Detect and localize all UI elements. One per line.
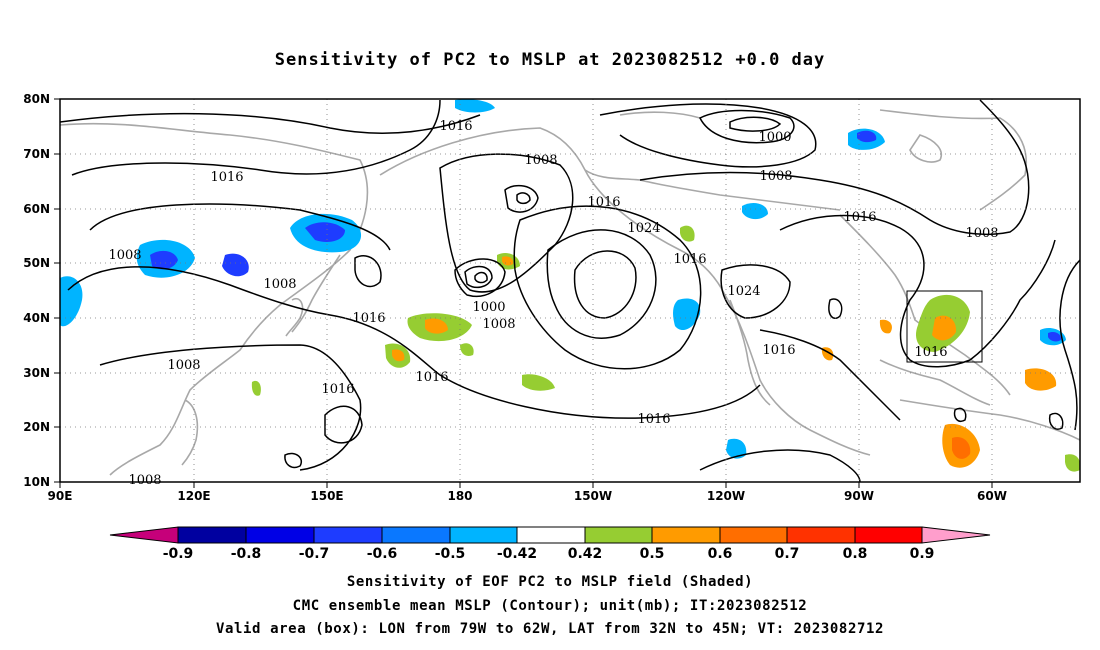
colorbar-label: -0.6 bbox=[367, 546, 398, 562]
colorbar-lower-triangle bbox=[109, 526, 179, 544]
graticule bbox=[60, 99, 1080, 482]
lat-tick-label: 70N bbox=[23, 147, 50, 161]
contour-label: 1016 bbox=[587, 195, 620, 210]
lon-tick-label: 90E bbox=[48, 489, 73, 503]
lon-tick-label: 120W bbox=[707, 489, 745, 503]
lat-tick-label: 30N bbox=[23, 366, 50, 380]
contour-label: 1016 bbox=[843, 210, 876, 225]
axis-ticks bbox=[54, 98, 993, 488]
colorbar-swatch bbox=[245, 526, 315, 544]
colorbar-swatch bbox=[177, 526, 247, 544]
colorbar-swatch bbox=[584, 526, 653, 544]
lon-tick-label: 150E bbox=[310, 489, 343, 503]
figure-title: Sensitivity of PC2 to MSLP at 2023082512… bbox=[274, 50, 826, 70]
colorbar-label: 0.8 bbox=[843, 546, 868, 562]
contour-label: 1016 bbox=[210, 170, 243, 185]
lat-tick-label: 10N bbox=[23, 475, 50, 489]
sensitivity-shading bbox=[60, 99, 1080, 472]
colorbar-swatch bbox=[313, 526, 383, 544]
lon-tick-label: 180 bbox=[447, 489, 472, 503]
contour-label: 1016 bbox=[415, 370, 448, 385]
colorbar-swatch bbox=[719, 526, 788, 544]
contour-label: 1008 bbox=[965, 226, 998, 241]
contour-label: 1008 bbox=[128, 473, 161, 488]
contour-label: 1016 bbox=[352, 311, 385, 326]
lon-tick-label: 120E bbox=[177, 489, 210, 503]
lon-tick-label: 150W bbox=[574, 489, 612, 503]
lat-tick-label: 50N bbox=[23, 256, 50, 270]
colorbar-label: 0.7 bbox=[775, 546, 800, 562]
footer-line-3: Valid area (box): LON from 79W to 62W, L… bbox=[215, 621, 885, 637]
contour-label: 1000 bbox=[758, 130, 791, 145]
colorbar-label: 0.6 bbox=[708, 546, 733, 562]
contour-label: 1000 bbox=[472, 300, 505, 315]
contour-label: 1016 bbox=[439, 119, 472, 134]
valid-area-box bbox=[906, 290, 983, 363]
colorbar-upper-triangle bbox=[921, 526, 991, 544]
colorbar-label: 0.42 bbox=[568, 546, 603, 562]
lon-tick-label: 60W bbox=[977, 489, 1007, 503]
colorbar-swatch bbox=[854, 526, 923, 544]
colorbar-swatch bbox=[449, 526, 518, 544]
contour-label: 1016 bbox=[637, 412, 670, 427]
contour-label: 1008 bbox=[167, 358, 200, 373]
contour-label: 1024 bbox=[727, 284, 760, 299]
map-frame bbox=[59, 98, 1081, 483]
lat-tick-label: 60N bbox=[23, 202, 50, 216]
colorbar-label: -0.42 bbox=[497, 546, 537, 562]
contour-label: 1024 bbox=[627, 221, 660, 236]
contour-label: 1008 bbox=[263, 277, 296, 292]
contour-label: 1016 bbox=[321, 382, 354, 397]
lon-tick-label: 90W bbox=[844, 489, 874, 503]
colorbar-label: -0.9 bbox=[163, 546, 194, 562]
colorbar-swatch bbox=[651, 526, 721, 544]
colorbar-label: -0.8 bbox=[231, 546, 262, 562]
contour-label: 1016 bbox=[914, 345, 947, 360]
lat-tick-label: 20N bbox=[23, 420, 50, 434]
contour-label: 1008 bbox=[482, 317, 515, 332]
colorbar-swatch bbox=[786, 526, 856, 544]
colorbar-label: 0.9 bbox=[910, 546, 935, 562]
contour-label: 1008 bbox=[759, 169, 792, 184]
colorbar-label: -0.7 bbox=[299, 546, 330, 562]
footer-line-2: CMC ensemble mean MSLP (Contour); unit(m… bbox=[292, 598, 808, 614]
colorbar-label: -0.5 bbox=[435, 546, 466, 562]
colorbar bbox=[109, 526, 991, 544]
lat-tick-label: 80N bbox=[23, 92, 50, 106]
colorbar-swatch bbox=[381, 526, 451, 544]
contour-label: 1008 bbox=[524, 153, 557, 168]
contour-label: 1016 bbox=[673, 252, 706, 267]
footer-line-1: Sensitivity of EOF PC2 to MSLP field (Sh… bbox=[346, 574, 754, 590]
lat-tick-label: 40N bbox=[23, 311, 50, 325]
colorbar-label: 0.5 bbox=[640, 546, 665, 562]
contour-label: 1016 bbox=[762, 343, 795, 358]
contour-label: 1008 bbox=[108, 248, 141, 263]
mslp-contours bbox=[60, 99, 1080, 482]
colorbar-swatch bbox=[516, 526, 586, 544]
coastlines bbox=[60, 109, 1080, 476]
